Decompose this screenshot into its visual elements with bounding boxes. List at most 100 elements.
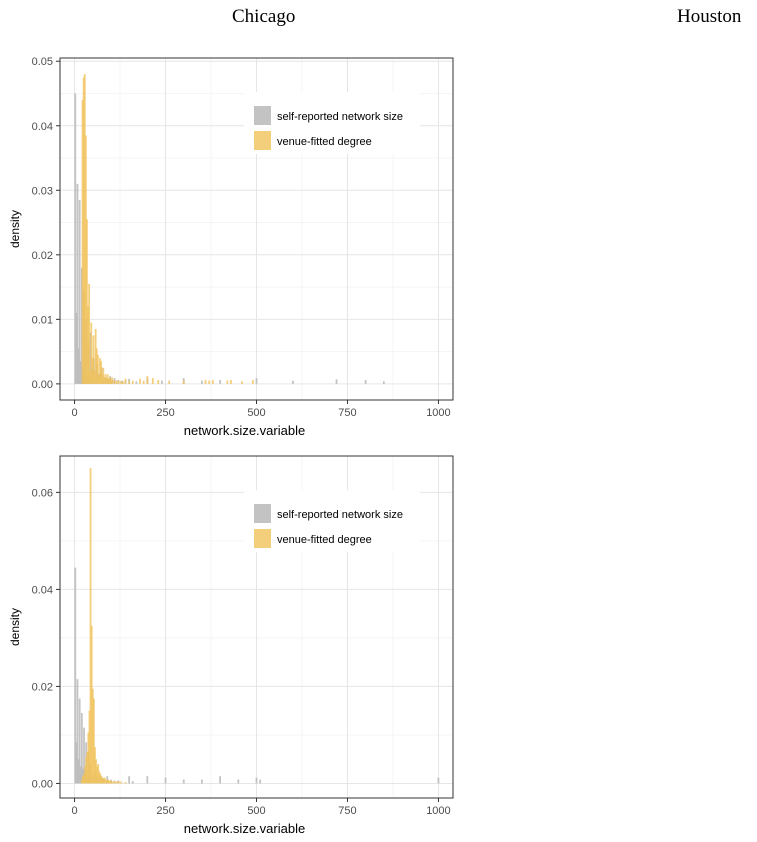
legend-swatch-self-reported (254, 504, 271, 523)
legend-background (244, 92, 420, 154)
bar-venue-fitted (100, 361, 103, 384)
bar-venue-fitted (90, 322, 93, 384)
bar-self-reported (259, 779, 262, 784)
bar-venue-fitted (109, 780, 112, 784)
bar-venue-fitted (104, 374, 107, 384)
bar-self-reported (120, 380, 123, 384)
bar-venue-fitted (107, 378, 110, 384)
bar-venue-fitted (91, 358, 94, 384)
bar-venue-fitted (86, 219, 88, 384)
bar-self-reported (182, 779, 185, 784)
bar-venue-fitted (103, 777, 106, 784)
bar-venue-fitted (106, 374, 109, 384)
legend-background (244, 490, 420, 552)
x-axis-title: network.size.variable (184, 423, 305, 438)
bar-venue-fitted (84, 766, 87, 784)
bar-venue-fitted (168, 380, 171, 384)
bar-venue-fitted (102, 367, 105, 384)
bar-venue-fitted (91, 688, 94, 784)
bar-venue-fitted (93, 370, 96, 384)
bar-venue-fitted (124, 378, 127, 384)
y-tick-label: 0.05 (32, 56, 53, 68)
legend-label-self-reported: self-reported network size (277, 111, 403, 123)
bar-venue-fitted (157, 379, 160, 384)
bar-venue-fitted (98, 374, 100, 384)
bar-venue-fitted (151, 378, 154, 384)
bar-venue-fitted (111, 781, 114, 784)
x-tick-label: 750 (338, 805, 356, 817)
bar-self-reported (78, 698, 81, 784)
bar-venue-fitted (85, 756, 88, 784)
bar-self-reported (77, 348, 80, 384)
bar-venue-fitted (204, 379, 207, 384)
bar-self-reported (255, 378, 258, 384)
bar-venue-fitted (146, 376, 149, 384)
bar-self-reported (75, 742, 78, 784)
bar-venue-fitted (251, 379, 254, 384)
bar-self-reported (237, 779, 240, 784)
y-tick-label: 0.04 (32, 584, 53, 596)
bar-venue-fitted (104, 779, 107, 784)
legend-label-venue-fitted: venue-fitted degree (277, 136, 372, 148)
bar-self-reported (79, 766, 82, 784)
bar-venue-fitted (122, 381, 124, 384)
bar-venue-fitted (119, 381, 122, 384)
y-tick-label: 0.02 (32, 681, 53, 693)
x-tick-label: 250 (156, 805, 174, 817)
bar-self-reported (76, 679, 79, 784)
bar-self-reported (291, 380, 294, 384)
bar-self-reported (78, 199, 81, 384)
bar-venue-fitted (102, 778, 105, 784)
bar-venue-fitted (115, 781, 118, 784)
bar-venue-fitted (103, 377, 106, 384)
bar-venue-fitted (92, 335, 95, 384)
bar-self-reported (77, 759, 80, 784)
bar-venue-fitted (118, 781, 120, 784)
bar-venue-fitted (113, 379, 116, 384)
bar-venue-fitted (83, 773, 85, 784)
bar-self-reported (74, 567, 77, 784)
bar-venue-fitted (110, 781, 113, 784)
bar-venue-fitted (94, 329, 97, 384)
x-tick-label: 750 (338, 407, 356, 419)
bar-venue-fitted (95, 759, 97, 784)
bar-venue-fitted (230, 379, 232, 384)
bar-venue-fitted (88, 283, 91, 384)
bar-venue-fitted (182, 380, 185, 384)
bar-venue-fitted (108, 781, 111, 784)
bar-venue-fitted (82, 776, 84, 784)
bar-venue-fitted (226, 380, 229, 384)
bar-venue-fitted (90, 625, 93, 784)
bar-venue-fitted (101, 374, 104, 384)
bar-self-reported (74, 93, 77, 384)
bar-venue-fitted (83, 74, 86, 384)
histogram-panel-top: 0 250 500 750 1000 0.00 0.01 0.02 0.03 0.04 0.05 ne… (8, 56, 454, 438)
bar-venue-fitted (117, 380, 120, 384)
bar-venue-fitted (113, 781, 116, 784)
bar-venue-fitted (84, 135, 87, 384)
legend: self-reported network size venue-fitted d… (244, 490, 420, 552)
x-tick-label: 1000 (426, 805, 450, 817)
bar-venue-fitted (99, 773, 102, 784)
bar-self-reported (82, 768, 84, 784)
bar-venue-fitted (115, 380, 118, 384)
bar-self-reported (201, 380, 203, 384)
bar-venue-fitted (94, 747, 96, 784)
x-axis-title: network.size.variable (184, 821, 305, 836)
bar-venue-fitted (105, 377, 108, 384)
bar-venue-fitted (96, 354, 99, 384)
bar-venue-fitted (98, 771, 101, 784)
bar-venue-fitted (96, 766, 99, 784)
bar-self-reported (364, 379, 367, 384)
bar-self-reported (83, 727, 85, 784)
bar-self-reported (146, 776, 149, 784)
bar-venue-fitted (208, 380, 211, 384)
bar-venue-fitted (107, 779, 109, 784)
bar-venue-fitted (120, 781, 123, 784)
bar-venue-fitted (110, 379, 112, 384)
y-tick-label: 0.00 (32, 379, 53, 391)
legend-label-self-reported: self-reported network size (277, 509, 403, 521)
bar-self-reported (80, 713, 83, 784)
bar-venue-fitted (87, 732, 90, 784)
y-axis-title: density (8, 608, 22, 646)
